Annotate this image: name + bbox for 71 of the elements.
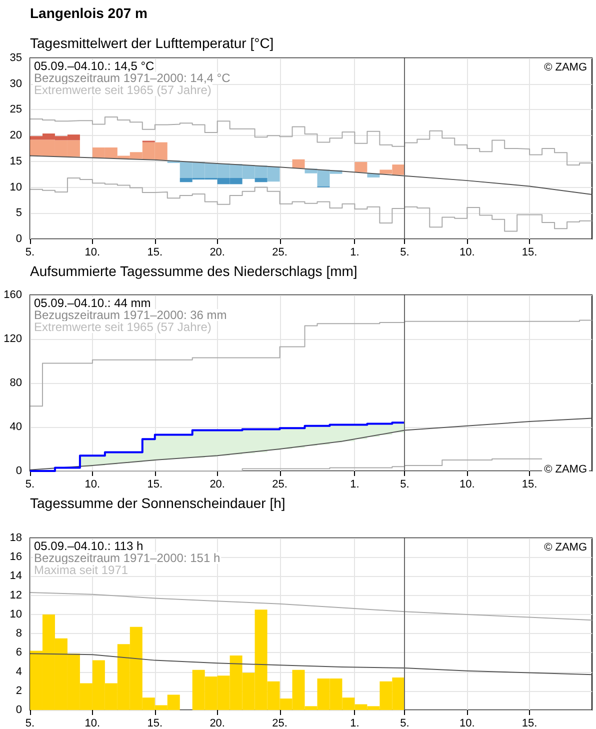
x-tick-label: 15. [147,246,163,258]
annotation: Extremwerte seit 1965 (57 Jahre) [34,83,212,97]
y-tick-label: 16 [10,551,22,564]
y-tick-label: 80 [10,377,22,389]
x-tick-label: 5. [25,246,35,258]
y-tick-label: 5 [16,207,22,220]
x-tick-label: 10. [84,246,100,258]
y-tick-label: 12 [10,589,22,602]
line-series [30,653,592,676]
x-tick-label: 10. [84,718,100,729]
x-tick-label: 10. [459,246,475,258]
x-tick-label: 20. [210,718,225,729]
annotation: Bezugszeitraum 1971–2000: 36 mm [34,308,227,322]
y-tick-label: 25 [10,104,22,116]
annotation: Maxima seit 1971 [34,563,128,577]
bar [292,159,305,168]
x-tick-label: 5. [400,246,410,258]
chart-title: Langenlois 207 m [30,5,148,21]
x-tick-label: 25. [272,246,288,258]
y-tick-label: 0 [16,465,22,477]
bar [354,162,368,172]
x-tick-label: 5. [400,478,410,490]
x-tick-label: 5. [400,718,410,729]
x-tick-label: 10. [459,478,475,490]
y-tick-label: 4 [16,666,22,678]
line-series [30,155,592,196]
y-tick-label: 14 [10,570,22,582]
y-tick-label: 15 [10,155,22,168]
annotation: © ZAMG [544,542,587,554]
x-tick-label: 15. [147,478,163,490]
x-tick-label: 25. [272,478,288,490]
y-tick-label: 160 [4,289,22,301]
annotation: 05.09.–04.10.: 14,5 °C [34,59,155,73]
x-tick-label: 15. [522,718,538,729]
y-tick-label: 2 [16,684,22,697]
x-tick-label: 20. [210,478,225,490]
chart-title: Tagessumme der Sonnenscheindauer [h] [30,495,286,511]
chart-subtitle: Tagesmittelwert der Lufttemperatur [°C] [30,35,274,51]
annotation: © ZAMG [544,62,587,74]
y-tick-label: 10 [10,608,22,620]
chart-title: Aufsummierte Tagessumme des Niederschlags [mm] [30,263,358,279]
x-tick-label: 5. [25,718,35,729]
x-tick-label: 25. [272,718,288,729]
x-tick-label: 1. [350,478,360,490]
y-tick-label: 30 [10,78,22,90]
y-tick-label: 0 [16,704,22,716]
x-tick-label: 20. [210,246,225,258]
y-tick-label: 6 [16,646,22,659]
annotation: © ZAMG [544,464,587,476]
x-tick-label: 10. [459,718,475,729]
y-tick-label: 0 [16,233,22,245]
y-tick-label: 18 [10,532,22,544]
y-tick-label: 10 [10,181,22,194]
annotation: Bezugszeitraum 1971–2000: 151 h [34,551,220,565]
x-tick-label: 5. [25,478,35,490]
annotation: 05.09.–04.10.: 113 h [34,539,144,553]
annotation: Bezugszeitraum 1971–2000: 14,4 °C [34,71,231,85]
x-tick-label: 15. [522,246,538,258]
y-tick-label: 8 [16,628,22,640]
y-tick-label: 35 [10,52,22,64]
x-tick-label: 15. [522,478,538,490]
line-series [30,592,592,621]
x-tick-label: 1. [350,718,360,729]
x-tick-label: 1. [350,246,360,258]
y-tick-label: 120 [4,333,22,345]
x-tick-label: 15. [147,718,163,729]
y-tick-label: 40 [10,421,22,433]
y-tick-label: 20 [10,130,22,142]
annotation: Extremwerte seit 1965 (57 Jahre) [34,320,212,334]
annotation: 05.09.–04.10.: 44 mm [34,296,151,310]
x-tick-label: 10. [84,478,100,490]
